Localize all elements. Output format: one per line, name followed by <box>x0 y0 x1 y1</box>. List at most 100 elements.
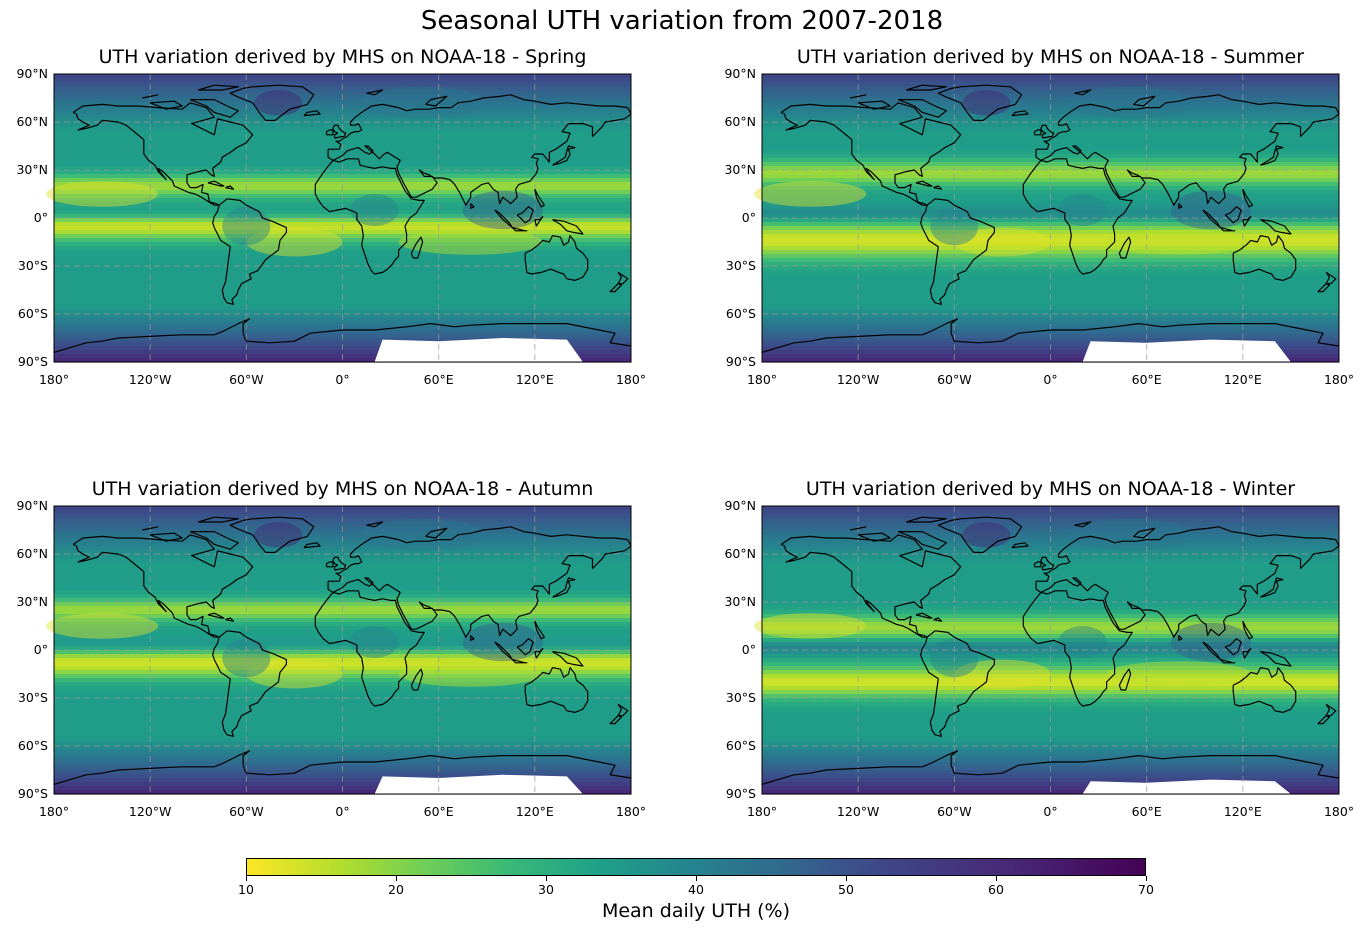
coastline <box>1232 235 1297 281</box>
coastline <box>524 667 589 713</box>
lon-tick-label: 180° <box>615 804 647 819</box>
panel-title: UTH variation derived by MHS on NOAA-18 … <box>98 46 587 68</box>
lat-tick-label: 30°N <box>16 162 48 177</box>
coastline <box>1317 715 1330 725</box>
coastline <box>332 556 347 571</box>
no-data-region <box>374 338 583 362</box>
coastline <box>1118 236 1132 259</box>
coastline <box>511 659 528 664</box>
coastline <box>780 534 962 638</box>
coastline <box>761 318 1340 353</box>
coastline <box>327 526 632 638</box>
lon-tick-label: 0° <box>1043 372 1058 387</box>
coastline <box>534 215 544 227</box>
coastline <box>470 203 475 209</box>
lat-tick-label: 90°S <box>725 786 756 801</box>
lon-tick-label: 120°W <box>128 372 172 387</box>
lon-tick-label: 180° <box>1323 372 1355 387</box>
uth-anomaly <box>254 522 303 548</box>
coastline <box>857 532 891 542</box>
lat-tick-label: 60°N <box>724 114 756 129</box>
map-panel-winter: UTH variation derived by MHS on NOAA-18 … <box>724 478 1354 819</box>
colorbar-tick <box>846 876 847 881</box>
lat-tick-label: 60°S <box>17 306 48 321</box>
lon-tick-label: 60°E <box>1131 372 1162 387</box>
coastline <box>516 206 534 224</box>
coastline <box>1242 188 1253 208</box>
colorbar-label: Mean daily UTH (%) <box>601 900 791 922</box>
coastline <box>933 617 943 622</box>
colorbar-tick <box>996 876 997 881</box>
coastline <box>1178 203 1183 209</box>
coastline <box>1219 659 1236 664</box>
coastline <box>1202 641 1221 661</box>
lat-tick-label: 90°N <box>724 66 756 81</box>
lon-tick-label: 180° <box>615 372 647 387</box>
lon-tick-label: 120°E <box>1223 372 1262 387</box>
map-plot-area <box>45 505 632 795</box>
map-panel-summer: UTH variation derived by MHS on NOAA-18 … <box>724 46 1354 387</box>
lat-tick-label: 30°S <box>17 258 48 273</box>
coastline <box>225 617 235 622</box>
coastline <box>552 651 584 667</box>
uth-anomaly <box>753 613 867 639</box>
coastline <box>1022 158 1133 275</box>
map-panel-autumn: UTH variation derived by MHS on NOAA-18 … <box>16 478 646 819</box>
coastline <box>142 526 159 531</box>
lat-tick-label: 30°S <box>17 690 48 705</box>
uth-anomaly <box>962 90 1011 116</box>
lat-tick-label: 0° <box>741 642 756 657</box>
coastline <box>1260 145 1284 166</box>
coastline <box>212 630 287 737</box>
coastline <box>552 577 576 598</box>
uth-anomaly <box>1066 518 1195 551</box>
coastline <box>1325 271 1337 285</box>
lat-tick-label: 90°S <box>725 354 756 369</box>
map-plot-area <box>753 73 1340 363</box>
uth-anomaly <box>753 181 867 207</box>
coastline <box>1325 703 1337 717</box>
coastline <box>1178 635 1183 641</box>
colorbar-tick-label: 20 <box>388 882 404 897</box>
coastline <box>366 89 384 96</box>
coastline <box>1242 215 1252 227</box>
lon-tick-label: 120°W <box>128 804 172 819</box>
coastline <box>897 99 947 118</box>
coastline <box>1011 542 1029 549</box>
uth-anomaly <box>246 659 343 689</box>
coastline <box>149 532 183 542</box>
lat-tick-label: 90°N <box>724 498 756 513</box>
lat-tick-label: 30°N <box>724 594 756 609</box>
coastline <box>897 531 947 550</box>
coastline <box>906 84 947 91</box>
coastline <box>1202 209 1221 229</box>
coastline <box>332 124 347 139</box>
lon-tick-label: 120°W <box>836 804 880 819</box>
coastline <box>1133 527 1156 539</box>
map-frame <box>53 73 632 363</box>
uth-anomaly <box>246 227 343 257</box>
coastline <box>1242 647 1252 659</box>
lat-tick-label: 90°S <box>17 354 48 369</box>
uth-anomaly <box>462 622 543 662</box>
panel-title: UTH variation derived by MHS on NOAA-18 … <box>805 478 1296 500</box>
lon-tick-label: 180° <box>746 804 778 819</box>
coastline <box>937 516 1023 553</box>
lon-tick-label: 180° <box>38 804 70 819</box>
lat-tick-label: 0° <box>33 210 48 225</box>
coastline <box>1118 668 1132 691</box>
coastline <box>920 630 995 737</box>
uth-anomaly <box>1106 229 1251 255</box>
panel-title: UTH variation derived by MHS on NOAA-18 … <box>91 478 594 500</box>
colorbar: 10 20 30 40 50 60 70 <box>238 858 1154 897</box>
coastline <box>915 612 933 619</box>
uth-anomaly <box>358 518 487 551</box>
coastline <box>1317 283 1330 293</box>
coastline <box>189 99 239 118</box>
gridlines <box>762 506 1339 794</box>
coastline <box>534 188 545 208</box>
uth-anomaly <box>1170 190 1251 230</box>
coastline <box>516 638 534 656</box>
no-data-region <box>1082 779 1291 794</box>
coastline <box>327 94 632 206</box>
